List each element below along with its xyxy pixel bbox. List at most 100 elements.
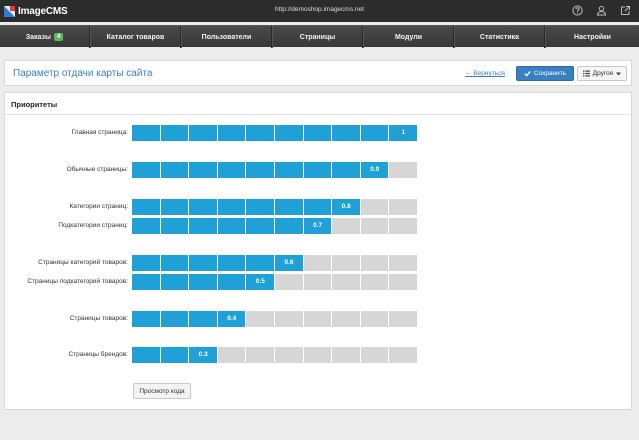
- external-link-icon[interactable]: [619, 4, 631, 16]
- priority-segment[interactable]: [246, 311, 275, 327]
- priority-segment[interactable]: [389, 218, 418, 234]
- priority-segment[interactable]: [217, 274, 247, 290]
- priority-segment[interactable]: [361, 199, 390, 215]
- priority-segment[interactable]: [304, 274, 333, 290]
- priority-segment[interactable]: [246, 162, 275, 178]
- priority-slider[interactable]: 1: [132, 125, 418, 141]
- priority-segment[interactable]: [332, 162, 361, 178]
- priority-segment[interactable]: [332, 199, 361, 215]
- priority-segment[interactable]: [361, 274, 390, 290]
- save-button[interactable]: Сохранить: [516, 66, 574, 81]
- priority-segment[interactable]: [274, 218, 304, 234]
- priority-segment[interactable]: [160, 199, 190, 215]
- priority-segment[interactable]: [332, 274, 361, 290]
- priority-segment[interactable]: [132, 255, 161, 271]
- priority-slider[interactable]: 0.8: [132, 199, 418, 215]
- priority-segment[interactable]: [189, 125, 218, 141]
- priority-segment[interactable]: [389, 162, 418, 178]
- priority-segment[interactable]: [274, 125, 304, 141]
- priority-segment[interactable]: [132, 347, 161, 363]
- priority-segment[interactable]: [332, 311, 361, 327]
- priority-segment[interactable]: [218, 347, 247, 363]
- priority-segment[interactable]: [246, 347, 275, 363]
- priority-segment[interactable]: [160, 162, 190, 178]
- priority-segment[interactable]: [304, 347, 333, 363]
- priority-segment[interactable]: [132, 218, 161, 234]
- priority-segment[interactable]: [303, 125, 333, 141]
- priority-segment[interactable]: [189, 162, 218, 178]
- priority-segment[interactable]: [275, 274, 304, 290]
- priority-segment[interactable]: [274, 162, 304, 178]
- priority-segment[interactable]: [361, 347, 390, 363]
- nav-settings[interactable]: Настройки: [545, 26, 639, 48]
- priority-segment[interactable]: [132, 162, 161, 178]
- priority-segment[interactable]: [132, 274, 161, 290]
- priority-segment[interactable]: [189, 274, 218, 290]
- priority-segment[interactable]: [360, 125, 390, 141]
- priority-segment[interactable]: [389, 311, 418, 327]
- priority-segment[interactable]: [361, 311, 390, 327]
- priority-segment[interactable]: [217, 162, 247, 178]
- priority-segment[interactable]: [332, 347, 361, 363]
- nav-catalog[interactable]: Каталог товаров: [90, 26, 181, 48]
- priority-segment[interactable]: [246, 199, 275, 215]
- priority-segment[interactable]: [160, 347, 190, 363]
- priority-segment[interactable]: [132, 311, 161, 327]
- priority-segment[interactable]: [361, 255, 390, 271]
- priority-segment[interactable]: [274, 199, 304, 215]
- priority-segment[interactable]: [389, 199, 418, 215]
- priority-segment[interactable]: [217, 218, 247, 234]
- nav-users[interactable]: Пользователи: [181, 26, 272, 48]
- nav-statistics[interactable]: Статистика: [454, 26, 545, 48]
- help-icon[interactable]: [571, 4, 583, 16]
- view-code-button[interactable]: Просмотр кода: [133, 383, 191, 399]
- priority-segment[interactable]: [275, 347, 304, 363]
- priority-segment[interactable]: [360, 162, 390, 178]
- priority-segment[interactable]: [160, 218, 190, 234]
- priority-segment[interactable]: [217, 255, 247, 271]
- priority-segment[interactable]: [275, 311, 304, 327]
- priority-segment[interactable]: [332, 125, 361, 141]
- priority-slider[interactable]: 0.7: [132, 218, 418, 234]
- priority-segment[interactable]: [389, 274, 418, 290]
- priority-segment[interactable]: [189, 311, 218, 327]
- priority-segment[interactable]: [189, 218, 218, 234]
- priority-segment[interactable]: [132, 199, 161, 215]
- priority-slider[interactable]: 0.9: [132, 162, 418, 178]
- priority-segment[interactable]: [303, 199, 333, 215]
- priority-segment[interactable]: [332, 218, 361, 234]
- priority-slider[interactable]: 0.5: [132, 274, 418, 290]
- priority-segment[interactable]: [189, 255, 218, 271]
- priority-segment[interactable]: [217, 199, 247, 215]
- priority-segment[interactable]: [304, 311, 333, 327]
- priority-segment[interactable]: [304, 255, 333, 271]
- priority-segment[interactable]: [246, 255, 275, 271]
- priority-segment[interactable]: [132, 125, 161, 141]
- nav-orders[interactable]: Заказы 4: [0, 26, 90, 48]
- priority-segment[interactable]: [361, 218, 390, 234]
- priority-segment[interactable]: [246, 218, 275, 234]
- priority-slider[interactable]: 0.4: [132, 311, 418, 327]
- priority-segment[interactable]: [160, 274, 190, 290]
- priority-segment[interactable]: [389, 125, 418, 141]
- other-dropdown-button[interactable]: Другое: [577, 66, 627, 81]
- priority-segment[interactable]: [160, 125, 190, 141]
- priority-segment[interactable]: [246, 274, 275, 290]
- priority-segment[interactable]: [189, 347, 218, 363]
- priority-segment[interactable]: [217, 125, 247, 141]
- back-link[interactable]: ← Вернуться: [465, 70, 505, 77]
- priority-slider[interactable]: 0.3: [132, 347, 418, 363]
- site-url[interactable]: http://demoshop.imagecms.net: [275, 6, 364, 13]
- nav-modules[interactable]: Модули: [363, 26, 454, 48]
- priority-segment[interactable]: [160, 255, 190, 271]
- priority-segment[interactable]: [389, 347, 418, 363]
- priority-segment[interactable]: [160, 311, 190, 327]
- priority-segment[interactable]: [303, 162, 333, 178]
- priority-segment[interactable]: [189, 199, 218, 215]
- priority-segment[interactable]: [246, 125, 275, 141]
- priority-slider[interactable]: 0.6: [132, 255, 418, 271]
- priority-segment[interactable]: [217, 311, 247, 327]
- priority-segment[interactable]: [274, 255, 304, 271]
- nav-pages[interactable]: Страницы: [272, 26, 363, 48]
- priority-segment[interactable]: [303, 218, 333, 234]
